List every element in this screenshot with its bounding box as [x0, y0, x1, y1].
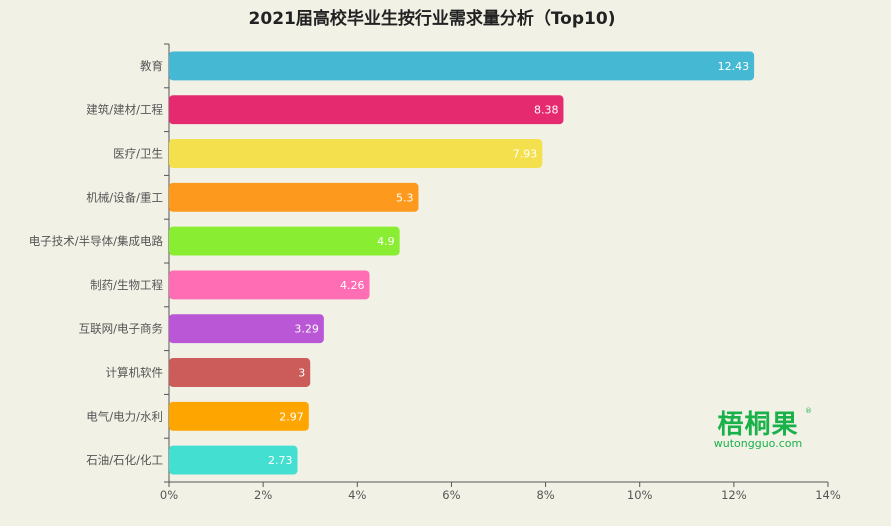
chart-title: 2021届高校毕业生按行业需求量分析（Top10): [249, 8, 616, 29]
data-label: 3: [298, 367, 305, 380]
x-tick-label: 0%: [160, 488, 178, 502]
data-label: 4.26: [340, 279, 365, 292]
x-tick-label: 14%: [815, 488, 841, 502]
axes: 0% 2% 4% 6% 8% 10% 12% 14%: [160, 43, 841, 502]
x-tick-label: 8%: [536, 488, 554, 502]
category-label: 互联网/电子商务: [79, 322, 164, 336]
category-label: 计算机软件: [106, 366, 164, 380]
bar: [169, 95, 564, 125]
category-label: 医疗/卫生: [113, 147, 163, 161]
watermark-registered-mark: ®: [805, 407, 812, 415]
watermark-logo: 梧桐果 ® wutongguo.com: [714, 407, 812, 450]
watermark-text-cn: 梧桐果: [717, 410, 798, 440]
x-tick-label: 6%: [442, 488, 460, 502]
category-label: 建筑/建材/工程: [86, 103, 163, 117]
category-label: 电子技术/半导体/集成电路: [29, 234, 164, 248]
bar: [169, 445, 298, 475]
data-label: 8.38: [534, 104, 559, 117]
bar: [169, 270, 370, 300]
watermark-text-en: wutongguo.com: [714, 437, 802, 450]
category-label: 电气/电力/水利: [86, 409, 163, 423]
bar: [169, 314, 324, 344]
data-label: 2.97: [279, 410, 304, 423]
category-label: 机械/设备/重工: [86, 190, 163, 204]
data-label: 7.93: [513, 148, 538, 161]
category-label: 石油/石化/化工: [86, 453, 163, 467]
bar: [169, 51, 755, 81]
x-tick-label: 4%: [348, 488, 366, 502]
category-label: 教育: [140, 59, 163, 73]
data-label: 2.73: [268, 454, 293, 467]
bars: 教育 12.43 建筑/建材/工程 8.38 医疗/卫生 7.93 机械/设备/重工 5.3 电…: [29, 51, 755, 475]
bar: [169, 182, 419, 212]
category-label: 制药/生物工程: [90, 278, 163, 292]
bar: [169, 139, 543, 168]
data-label: 5.3: [396, 191, 414, 204]
bar: [169, 358, 311, 387]
x-tick-label: 12%: [721, 488, 747, 502]
bar: [169, 226, 400, 256]
data-label: 3.29: [294, 323, 319, 336]
x-tick-label: 2%: [254, 488, 272, 502]
data-label: 12.43: [718, 60, 750, 73]
data-label: 4.9: [377, 235, 395, 248]
bar: [169, 401, 309, 431]
x-tick-label: 10%: [627, 488, 653, 502]
